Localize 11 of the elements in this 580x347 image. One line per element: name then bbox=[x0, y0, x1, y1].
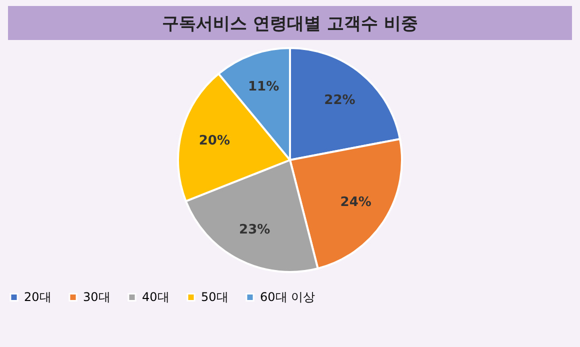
legend-label: 50대 bbox=[201, 290, 228, 304]
data-label: 23% bbox=[239, 222, 270, 238]
data-label: 24% bbox=[340, 194, 372, 210]
legend-label: 20대 bbox=[24, 290, 52, 304]
data-label: 11% bbox=[248, 80, 280, 95]
data-label: 22% bbox=[324, 92, 356, 108]
legend-label: 60대 이상 bbox=[260, 290, 316, 304]
legend-label: 40대 bbox=[142, 290, 170, 304]
chart-title: 구독서비스 연령대별 고객수 비중 bbox=[8, 6, 572, 40]
legend-label: 30대 bbox=[83, 290, 110, 304]
data-label: 20% bbox=[198, 134, 230, 149]
